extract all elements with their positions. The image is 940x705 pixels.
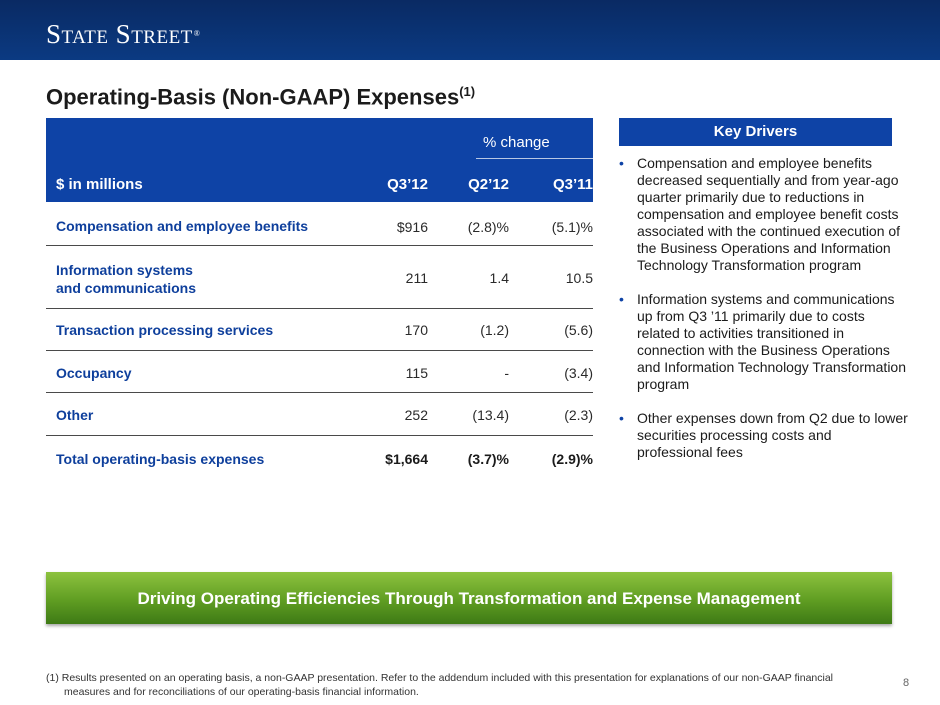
list-item: • Compensation and employee benefits dec… [619,155,909,274]
title-footnote-ref: (1) [459,84,476,99]
cell-q3-12: $916 [396,219,428,235]
list-item: • Information systems and communications… [619,291,909,393]
pct-change-divider [476,158,593,159]
table-row-compensation: Compensation and employee benefits $916 … [46,202,593,246]
state-street-logo: State Street® [46,20,200,48]
cell-q2-12: - [504,365,509,381]
cell-q3-11: (5.1)% [551,219,593,235]
pct-change-header: % change [483,134,550,151]
header-bar: State Street® [0,0,940,60]
cell-q3-12: 211 [405,270,428,286]
cell-q3-12: $1,664 [385,451,428,467]
cell-q3-12: 170 [404,322,428,338]
registered-mark: ® [193,29,201,38]
table-row-transaction-processing: Transaction processing services 170 (1.2… [46,309,593,351]
key-drivers-list: • Compensation and employee benefits dec… [619,155,909,478]
page-title: Operating-Basis (Non-GAAP) Expenses(1) [46,84,475,110]
logo-text: State Street [46,19,193,49]
key-drivers-header: Key Drivers [619,118,892,146]
efficiency-banner: Driving Operating Efficiencies Through T… [46,572,892,624]
col-header-q3-12: Q3’12 [387,176,428,193]
cell-q2-12: 1.4 [489,270,509,286]
bullet-icon: • [619,410,624,426]
footnote-line2: measures and for reconciliations of our … [64,686,419,698]
cell-q3-12: 252 [404,407,428,423]
cell-q3-11: (2.9)% [551,451,593,467]
bullet-icon: • [619,291,624,307]
list-item: • Other expenses down from Q2 due to low… [619,410,909,461]
row-label: Other [56,407,94,423]
col-header-q3-11: Q3’11 [552,176,593,193]
cell-q2-12: (3.7)% [467,451,509,467]
col-header-q2-12: Q2’12 [468,176,509,193]
row-label: Compensation and employee benefits [56,218,309,234]
cell-q3-11: 10.5 [565,270,593,286]
expense-table-header: % change $ in millions Q3’12 Q2’12 Q3’11 [46,118,593,202]
key-driver-text: Compensation and employee benefits decre… [637,155,901,273]
cell-q3-11: (2.3) [564,407,593,423]
key-driver-text: Information systems and communications u… [637,291,907,392]
row-label: Occupancy [56,365,132,381]
bullet-icon: • [619,155,624,171]
row-label: Total operating-basis expenses [56,451,265,467]
cell-q2-12: (13.4) [472,407,509,423]
table-row-other: Other 252 (13.4) (2.3) [46,393,593,436]
page-title-text: Operating-Basis (Non-GAAP) Expenses [46,84,460,110]
cell-q3-11: (3.4) [564,365,593,381]
footnote-line1: (1) Results presented on an operating ba… [46,672,834,684]
cell-q3-11: (5.6) [564,322,593,338]
banner-text: Driving Operating Efficiencies Through T… [137,589,801,608]
table-row-information-systems: Information systems and communications 2… [46,246,593,309]
col-header-label: $ in millions [56,176,143,193]
row-label-line2: and communications [56,280,197,296]
row-label-line1: Information systems [56,262,193,278]
key-driver-text: Other expenses down from Q2 due to lower… [637,410,908,460]
cell-q3-12: 115 [405,365,428,381]
table-row-occupancy: Occupancy 115 - (3.4) [46,351,593,393]
cell-q2-12: (2.8)% [467,219,509,235]
row-label: Transaction processing services [56,322,274,338]
footnote: (1) Results presented on an operating ba… [46,671,846,699]
cell-q2-12: (1.2) [480,322,509,338]
row-label: Information systems and communications [56,261,196,297]
page-number: 8 [903,677,910,689]
table-row-total: Total operating-basis expenses $1,664 (3… [46,436,593,478]
